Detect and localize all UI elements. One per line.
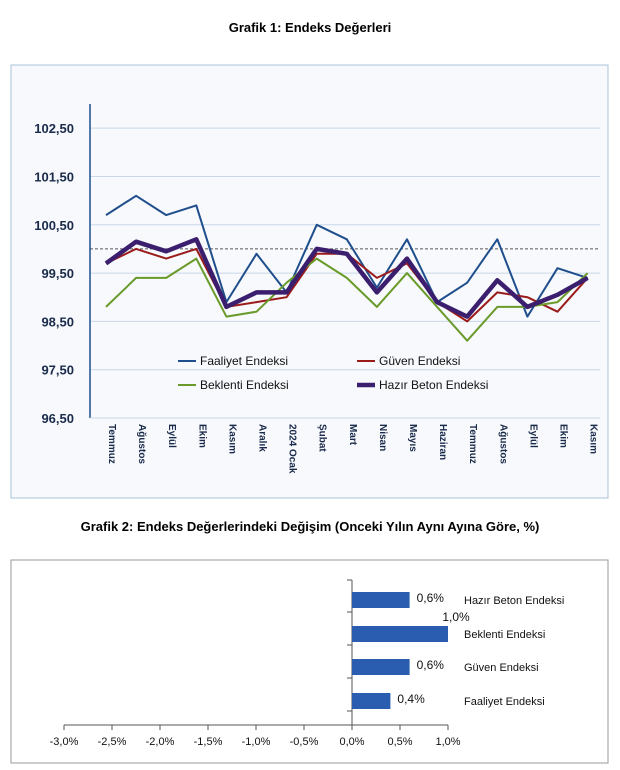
x-tick-label: Ekim [196, 424, 207, 448]
x-tick-label: Eylül [166, 424, 177, 448]
x-tick-label: Kasım [588, 424, 599, 454]
chart2-panel [10, 559, 609, 764]
x-tick-label: Nisan [377, 424, 388, 451]
bar [352, 592, 410, 608]
x-tick-label: Şubat [317, 424, 328, 452]
y-tick-label: 98,50 [41, 314, 74, 329]
bar [352, 659, 410, 675]
category-label: Beklenti Endeksi [464, 629, 545, 641]
x-tick-label: Ağustos [497, 424, 508, 464]
x-tick-label: Mart [347, 424, 358, 446]
category-label: Faaliyet Endeksi [464, 696, 545, 708]
category-label: Hazır Beton Endeksi [464, 595, 564, 607]
x-tick-label: -0,5% [290, 736, 319, 748]
data-label: 0,6% [417, 658, 445, 672]
x-tick-label: Temmuz [106, 424, 117, 464]
legend-label: Hazır Beton Endeksi [379, 378, 488, 392]
legend-label: Güven Endeksi [379, 354, 460, 368]
data-label: 0,4% [397, 692, 425, 706]
y-tick-label: 96,50 [41, 411, 74, 426]
x-tick-label: Aralık [257, 424, 268, 452]
line-chart: 96,50 97,50 98,50 99,50 100,50 101,50 102,50 T… [10, 64, 609, 499]
x-tick-label: 0,5% [387, 736, 412, 748]
x-tick-label: -3,0% [50, 736, 79, 748]
x-tick-label: Eylül [527, 424, 538, 448]
x-tick-label: 0,0% [339, 736, 364, 748]
series-line [105, 194, 588, 318]
data-label: 1,0% [442, 610, 470, 624]
category-label: Güven Endeksi [464, 662, 539, 674]
y-tick-label: 97,50 [41, 363, 74, 378]
chart1-panel [10, 64, 609, 499]
y-tick-label: 101,50 [34, 169, 74, 184]
x-tick-label: -2,5% [98, 736, 127, 748]
x-tick-label: -1,0% [242, 736, 271, 748]
x-tick-label: 1,0% [435, 736, 460, 748]
y-tick-label: 100,50 [34, 218, 74, 233]
x-tick-label: -2,0% [146, 736, 175, 748]
y-tick-label: 102,50 [34, 121, 74, 136]
x-tick-label: Kasım [226, 424, 237, 454]
bar [352, 693, 391, 709]
x-tick-label: Haziran [437, 424, 448, 460]
legend-label: Beklenti Endeksi [200, 378, 289, 392]
x-tick-label: Mayıs [407, 424, 418, 452]
x-tick-label: Ağustos [136, 424, 147, 464]
x-tick-label: 2024 Ocak [287, 424, 298, 474]
series-line [104, 237, 589, 319]
chart2-title: Grafik 2: Endeks Değerlerindeki Değişim … [80, 519, 540, 534]
series-line [105, 257, 589, 342]
chart1-title: Grafik 1: Endeks Değerleri [228, 20, 392, 35]
data-label: 0,6% [417, 591, 445, 605]
x-tick-label: Ekim [558, 424, 569, 448]
x-tick-label: Temmuz [467, 424, 478, 464]
bar [352, 626, 448, 642]
legend-label: Faaliyet Endeksi [200, 354, 288, 368]
y-tick-label: 99,50 [41, 266, 74, 281]
x-tick-label: -1,5% [194, 736, 223, 748]
